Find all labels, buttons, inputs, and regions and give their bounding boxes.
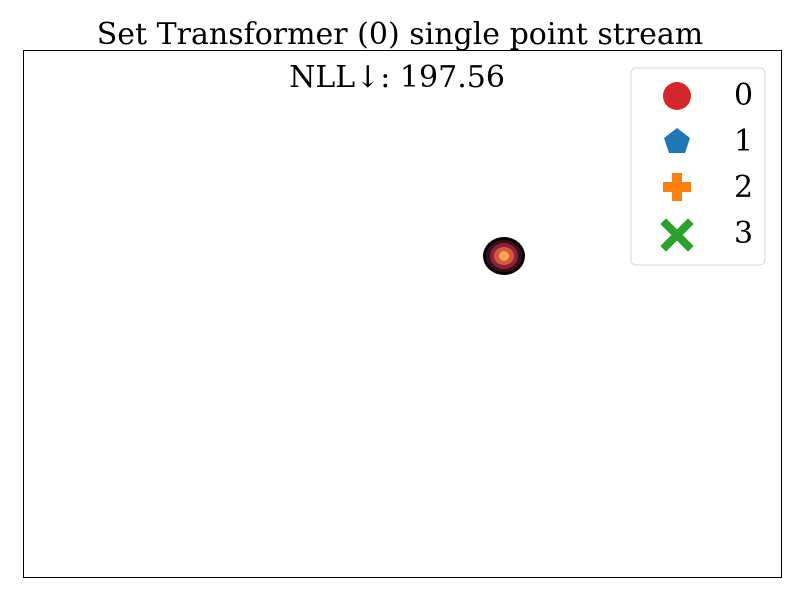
plot-area-frame <box>23 50 782 578</box>
legend-marker-circle-0 <box>663 82 691 110</box>
legend-label-3: 3 <box>734 216 753 251</box>
density-contours <box>483 237 525 275</box>
density-level-5 <box>499 251 509 261</box>
chart-subtitle: NLL↓: 197.56 <box>289 60 505 95</box>
legend-marker-plus-horizontal-2 <box>663 182 691 192</box>
legend-label-1: 1 <box>734 124 753 159</box>
legend: 0 1 2 3 <box>630 67 766 266</box>
legend-item-1: 1 <box>664 124 753 159</box>
legend-label-2: 2 <box>734 170 753 205</box>
legend-item-0: 0 <box>663 78 753 113</box>
legend-frame <box>630 67 766 266</box>
legend-item-2: 2 <box>663 170 753 205</box>
chart-title: Set Transformer (0) single point stream <box>97 17 704 52</box>
legend-label-0: 0 <box>734 78 753 113</box>
legend-item-3: 3 <box>660 216 753 252</box>
legend-marker-pentagon-1 <box>664 128 690 153</box>
legend-marker-x-b-3 <box>660 218 694 252</box>
